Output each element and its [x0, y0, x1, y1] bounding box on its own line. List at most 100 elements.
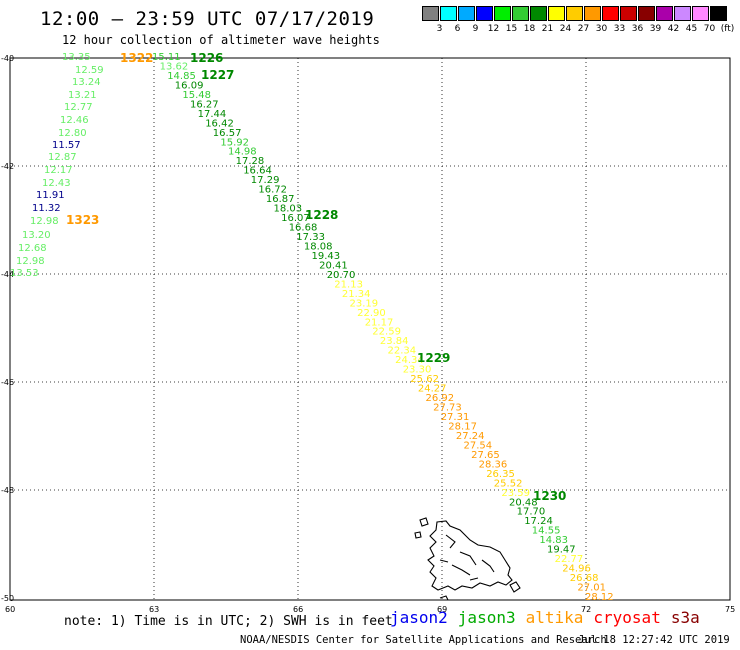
wave-height-value: 17.44: [198, 109, 227, 120]
wave-height-value: 16.09: [175, 80, 204, 91]
pass-number-label: 1227: [201, 68, 234, 82]
wave-height-value: 17.33: [296, 232, 325, 243]
lon-label: 75: [725, 605, 735, 614]
map-subtitle: 12 hour collection of altimeter wave hei…: [62, 33, 380, 47]
wave-height-value: 21.34: [342, 289, 371, 300]
scale-swatch: [638, 6, 655, 21]
lon-label: 69: [437, 605, 447, 614]
track-b: 15.1113.6214.8516.0915.4816.2717.4416.42…: [152, 52, 614, 603]
wave-height-value: 24.34: [395, 355, 424, 366]
wave-height-value: 20.41: [319, 260, 348, 271]
scale-label: 36: [631, 24, 644, 34]
scale-swatch: [566, 6, 583, 21]
wave-height-value: 21.13: [334, 279, 363, 290]
wave-height-value: 23.30: [403, 365, 432, 376]
island-small-1: [419, 517, 429, 527]
wave-height-value: 16.57: [213, 128, 242, 139]
wave-height-value: 13.35: [62, 52, 91, 63]
lon-label: 66: [293, 605, 303, 614]
wave-height-value: 24.27: [418, 384, 447, 395]
island-outline: [414, 517, 521, 601]
map-frame: [9, 57, 731, 601]
satellite-legend-item: s3a: [670, 608, 700, 627]
lat-label: -44: [1, 270, 14, 279]
wave-height-value: 27.31: [441, 412, 470, 423]
scale-swatch: [530, 6, 547, 21]
wave-height-value: 22.90: [357, 308, 386, 319]
wave-height-value: 25.62: [410, 374, 439, 385]
wave-height-value: 27.73: [433, 403, 462, 414]
scale-label: 21: [541, 24, 554, 34]
scale-swatch: [548, 6, 565, 21]
lat-label: -46: [1, 378, 14, 387]
graticule: [10, 58, 730, 600]
wave-height-value: 12.68: [18, 243, 47, 254]
wave-height-value: 23.84: [380, 336, 409, 347]
wave-height-value: 21.17: [365, 317, 394, 328]
wave-height-value: 17.24: [524, 516, 553, 527]
wave-height-value: 13.53: [10, 268, 39, 279]
scale-swatch: [710, 6, 727, 21]
wave-height-value: 26.92: [426, 393, 455, 404]
scale-label: 24: [559, 24, 572, 34]
wave-height-value: 28.17: [448, 422, 477, 433]
wave-height-value: 22.59: [372, 327, 401, 338]
wave-height-value: 23.19: [350, 298, 379, 309]
wave-height-value: 12.77: [64, 102, 93, 113]
island-small-4: [439, 595, 449, 601]
wave-height-value: 16.42: [205, 118, 234, 129]
wave-height-value: 12.98: [16, 256, 45, 267]
scale-label: 45: [685, 24, 698, 34]
wave-height-value: 12.59: [75, 65, 104, 76]
satellite-legend-item: jason3: [457, 608, 516, 627]
pass-number-label: 1323: [66, 213, 99, 227]
wave-height-value: 11.57: [52, 140, 81, 151]
wave-height-value: 16.27: [190, 99, 219, 110]
pass-labels: 1322 1323 1226 1227 1228 1229 1230: [66, 51, 566, 503]
wave-height-value: 20.70: [327, 270, 356, 281]
wave-height-value: 14.98: [228, 147, 257, 158]
scale-label: 70: [703, 24, 716, 34]
lon-label: 60: [5, 605, 15, 614]
scale-swatch: [422, 6, 439, 21]
pass-number-label: 1322: [120, 51, 153, 65]
scale-label: 18: [523, 24, 536, 34]
wave-height-value: 13.21: [68, 90, 97, 101]
wave-height-value: 13.20: [22, 230, 51, 241]
pass-number-label: 1229: [417, 351, 450, 365]
scale-swatch: [602, 6, 619, 21]
satellite-legend-item: jason2: [390, 608, 448, 627]
wave-height-value: 25.52: [494, 478, 523, 489]
scale-swatch: [584, 6, 601, 21]
scale-swatch: [674, 6, 691, 21]
scale-swatch: [692, 6, 709, 21]
pass-number-label: 1226: [190, 51, 223, 65]
scale-swatch: [458, 6, 475, 21]
wave-height-value: 13.62: [160, 62, 189, 73]
wave-height-value: 16.64: [243, 166, 272, 177]
scale-label: 33: [613, 24, 626, 34]
scale-label: 12: [487, 24, 500, 34]
wave-height-value: 22.77: [555, 554, 584, 565]
lat-label: -42: [1, 162, 14, 171]
wave-height-value: 27.54: [464, 440, 493, 451]
wave-height-value: 26.35: [486, 469, 515, 480]
scale-label: 15: [505, 24, 518, 34]
wave-height-value: 27.65: [471, 450, 500, 461]
scale-label: 39: [649, 24, 662, 34]
wave-height-value: 14.83: [539, 535, 568, 546]
lat-label: -50: [1, 594, 14, 603]
wave-height-value: 19.47: [547, 545, 576, 556]
timestamp-text: Jul 18 12:27:42 UTC 2019: [578, 634, 730, 646]
wave-height-value: 11.91: [36, 190, 65, 201]
wave-height-value: 12.80: [58, 128, 87, 139]
pass-number-label: 1230: [533, 489, 566, 503]
island-small-3: [509, 581, 521, 593]
map-title: 12:00 — 23:59 UTC 07/17/2019: [40, 8, 375, 30]
wave-height-value: 12.17: [44, 165, 73, 176]
wave-height-value: 24.96: [562, 564, 591, 575]
wave-height-value: 26.68: [570, 573, 599, 584]
scale-swatch: [440, 6, 457, 21]
pass-number-label: 1228: [305, 208, 338, 222]
